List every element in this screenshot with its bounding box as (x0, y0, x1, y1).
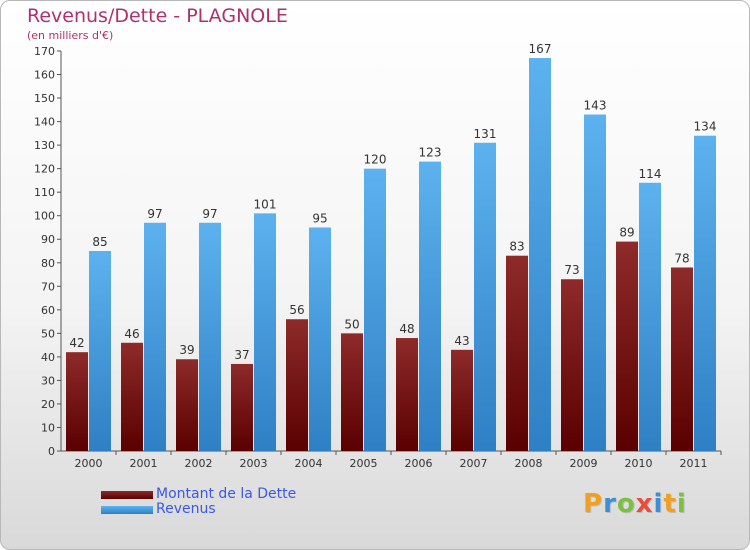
value-label-dette: 78 (674, 251, 689, 265)
value-label-revenus: 167 (529, 42, 552, 56)
y-tick-label: 70 (41, 280, 55, 293)
y-tick-label: 50 (41, 327, 55, 340)
x-tick-label: 2000 (75, 457, 103, 470)
x-tick-label: 2007 (460, 457, 488, 470)
bar-dette (451, 349, 473, 451)
value-label-revenus: 143 (584, 99, 607, 113)
value-label-dette: 89 (619, 226, 634, 240)
value-label-dette: 83 (509, 240, 524, 254)
value-label-revenus: 114 (639, 167, 662, 181)
value-label-revenus: 97 (202, 207, 217, 221)
value-label-revenus: 120 (364, 153, 387, 167)
y-tick-label: 110 (34, 186, 55, 199)
y-tick-label: 120 (34, 163, 55, 176)
bar-revenus (254, 213, 276, 451)
legend-swatch-dette (101, 491, 153, 499)
y-tick-label: 80 (41, 257, 55, 270)
bar-dette (231, 363, 253, 451)
value-label-dette: 46 (124, 327, 139, 341)
bar-dette (671, 267, 693, 451)
y-tick-label: 0 (48, 445, 55, 458)
bar-dette (396, 338, 418, 451)
value-label-dette: 43 (454, 334, 469, 348)
value-labels: 42 85 46 97 39 97 37 101 56 95 50 120 48 123 43 131 83 16… (69, 42, 716, 362)
value-label-dette: 73 (564, 263, 579, 277)
value-label-revenus: 85 (92, 235, 107, 249)
value-label-revenus: 134 (694, 120, 717, 134)
bar-revenus (144, 222, 166, 451)
y-tick-label: 100 (34, 210, 55, 223)
x-tick-label: 2002 (185, 457, 213, 470)
bar-revenus (474, 142, 496, 451)
x-tick-label: 2011 (680, 457, 708, 470)
bar-revenus (694, 135, 716, 452)
y-tick-label: 150 (34, 92, 55, 105)
x-tick-label: 2010 (625, 457, 653, 470)
y-tick-label: 90 (41, 233, 55, 246)
bar-revenus (419, 161, 441, 451)
value-label-dette: 39 (179, 343, 194, 357)
value-label-dette: 50 (344, 317, 359, 331)
bar-dette (506, 255, 528, 451)
bar-dette (341, 333, 363, 451)
bar-dette (286, 319, 308, 451)
logo-letter: x (635, 489, 654, 519)
logo-letter: P (583, 489, 604, 519)
legend-swatch-revenus (101, 506, 153, 514)
value-label-dette: 56 (289, 303, 304, 317)
logo-letter: i (676, 489, 687, 519)
logo-letter: o (616, 489, 636, 519)
value-label-revenus: 97 (147, 207, 162, 221)
y-tick-label: 140 (34, 116, 55, 129)
bar-dette (176, 359, 198, 451)
x-tick-label: 2009 (570, 457, 598, 470)
logo-letter: i (653, 489, 664, 519)
y-tick-label: 60 (41, 304, 55, 317)
bar-dette (561, 279, 583, 451)
bar-dette (616, 241, 638, 451)
bar-revenus (639, 182, 661, 451)
y-tick-label: 130 (34, 139, 55, 152)
value-label-revenus: 123 (419, 146, 442, 160)
y-tick-label: 170 (34, 45, 55, 58)
x-tick-label: 2006 (405, 457, 433, 470)
legend-label-revenus: Revenus (156, 501, 216, 517)
bar-revenus (89, 251, 111, 451)
x-tick-label: 2008 (515, 457, 543, 470)
value-label-dette: 48 (399, 322, 414, 336)
y-tick-label: 20 (41, 398, 55, 411)
value-label-dette: 42 (69, 336, 84, 350)
logo-letter: t (663, 489, 677, 519)
value-label-revenus: 131 (474, 127, 497, 141)
bar-revenus (364, 168, 386, 451)
x-tick-label: 2001 (130, 457, 158, 470)
proxiti-logo[interactable]: Proxiti (583, 489, 687, 519)
bar-revenus (199, 222, 221, 451)
logo-letter: r (603, 489, 617, 519)
bar-dette (66, 352, 88, 451)
bar-revenus (529, 58, 551, 451)
y-tick-label: 160 (34, 69, 55, 82)
y-tick-label: 40 (41, 351, 55, 364)
y-tick-label: 10 (41, 421, 55, 434)
legend-label-dette: Montant de la Dette (156, 486, 297, 502)
y-tick-label: 30 (41, 374, 55, 387)
value-label-revenus: 101 (254, 197, 277, 211)
bars (66, 58, 716, 452)
x-tick-label: 2003 (240, 457, 268, 470)
bar-dette (121, 342, 143, 451)
x-tick-label: 2005 (350, 457, 378, 470)
value-label-revenus: 95 (312, 211, 327, 225)
bar-revenus (584, 114, 606, 451)
bar-revenus (309, 227, 331, 451)
axes: 0 10 20 30 40 50 60 70 80 90 100 110 120 130 140 150 160… (34, 45, 722, 470)
x-tick-label: 2004 (295, 457, 323, 470)
chart-subtitle: (en milliers d'€) (27, 29, 114, 42)
chart-title: Revenus/Dette - PLAGNOLE (27, 5, 288, 27)
value-label-dette: 37 (234, 348, 249, 362)
